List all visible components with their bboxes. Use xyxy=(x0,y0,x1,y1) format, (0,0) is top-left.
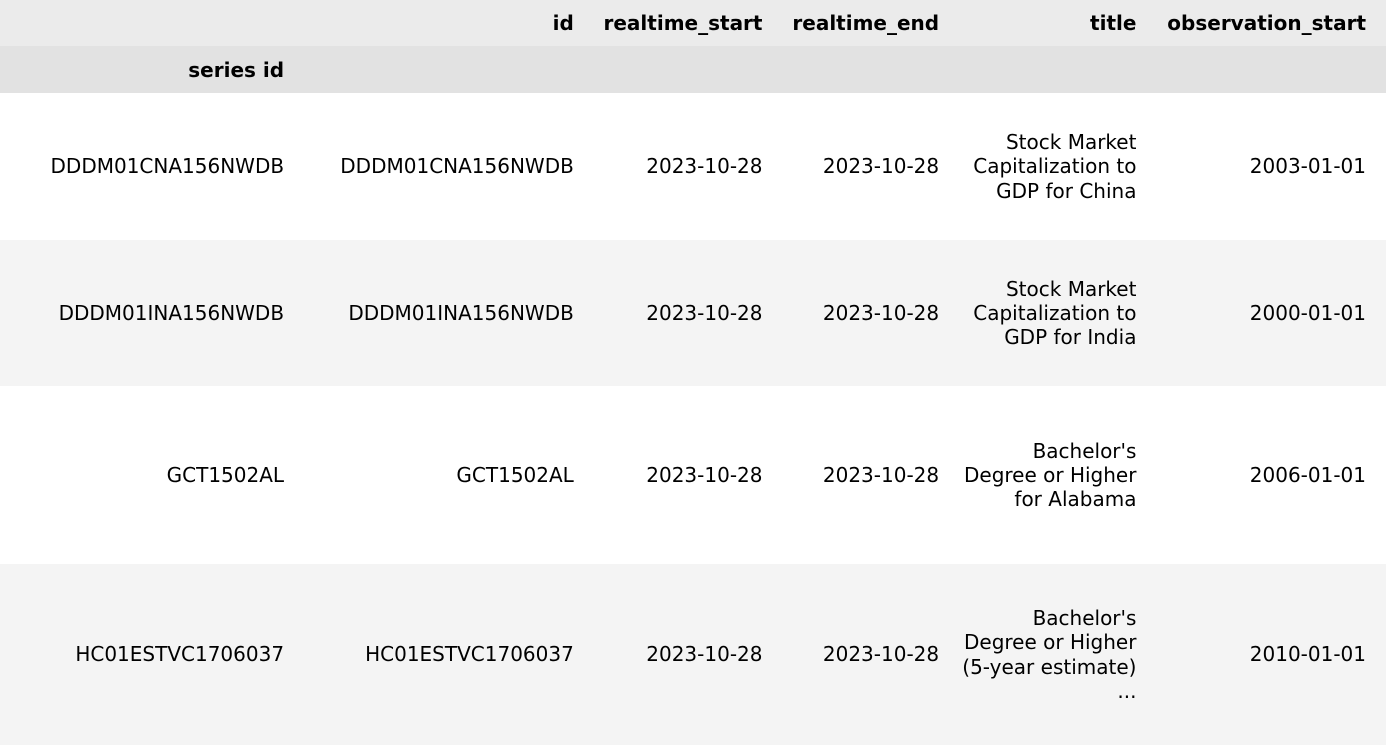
realtime-end-cell: 2023-10-28 xyxy=(762,240,940,386)
row-index-cell: GCT1502AL xyxy=(0,386,285,564)
row-index-cell: HC01ESTVC1706037 xyxy=(0,564,285,745)
empty-header-cell xyxy=(762,46,940,93)
realtime-start-cell: 2023-10-28 xyxy=(573,564,763,745)
index-header-row: series id xyxy=(0,46,1386,93)
title-cell: Stock Market Capitalization to GDP for I… xyxy=(939,240,1137,386)
observation-start-cell: 2006-01-01 xyxy=(1136,386,1386,564)
id-cell: HC01ESTVC1706037 xyxy=(284,564,574,745)
table-head: id realtime_start realtime_end title obs… xyxy=(0,0,1386,93)
index-name-header: series id xyxy=(0,46,285,93)
empty-header-cell xyxy=(284,46,574,93)
column-header-row: id realtime_start realtime_end title obs… xyxy=(0,0,1386,46)
empty-header-cell xyxy=(1136,46,1386,93)
table-row: DDDM01INA156NWDB DDDM01INA156NWDB 2023-1… xyxy=(0,240,1386,386)
row-index-cell: DDDM01CNA156NWDB xyxy=(0,93,285,240)
column-header-title: title xyxy=(939,0,1137,46)
empty-header-cell xyxy=(573,46,763,93)
table-row: GCT1502AL GCT1502AL 2023-10-28 2023-10-2… xyxy=(0,386,1386,564)
empty-header-cell xyxy=(939,46,1137,93)
observation-start-cell: 2010-01-01 xyxy=(1136,564,1386,745)
title-cell: Bachelor's Degree or Higher for Alabama xyxy=(939,386,1137,564)
realtime-start-cell: 2023-10-28 xyxy=(573,386,763,564)
realtime-end-cell: 2023-10-28 xyxy=(762,564,940,745)
title-cell: Stock Market Capitalization to GDP for C… xyxy=(939,93,1137,240)
observation-start-cell: 2000-01-01 xyxy=(1136,240,1386,386)
blank-header-cell xyxy=(0,0,285,46)
observation-start-cell: 2003-01-01 xyxy=(1136,93,1386,240)
realtime-start-cell: 2023-10-28 xyxy=(573,93,763,240)
realtime-start-cell: 2023-10-28 xyxy=(573,240,763,386)
column-header-realtime-start: realtime_start xyxy=(573,0,763,46)
id-cell: DDDM01CNA156NWDB xyxy=(284,93,574,240)
table-row: DDDM01CNA156NWDB DDDM01CNA156NWDB 2023-1… xyxy=(0,93,1386,240)
table-row: HC01ESTVC1706037 HC01ESTVC1706037 2023-1… xyxy=(0,564,1386,745)
id-cell: GCT1502AL xyxy=(284,386,574,564)
realtime-end-cell: 2023-10-28 xyxy=(762,93,940,240)
id-cell: DDDM01INA156NWDB xyxy=(284,240,574,386)
row-index-cell: DDDM01INA156NWDB xyxy=(0,240,285,386)
column-header-realtime-end: realtime_end xyxy=(762,0,940,46)
table-body: DDDM01CNA156NWDB DDDM01CNA156NWDB 2023-1… xyxy=(0,93,1386,745)
title-cell: Bachelor's Degree or Higher (5-year esti… xyxy=(939,564,1137,745)
column-header-observation-start: observation_start xyxy=(1136,0,1386,46)
realtime-end-cell: 2023-10-28 xyxy=(762,386,940,564)
column-header-id: id xyxy=(284,0,574,46)
